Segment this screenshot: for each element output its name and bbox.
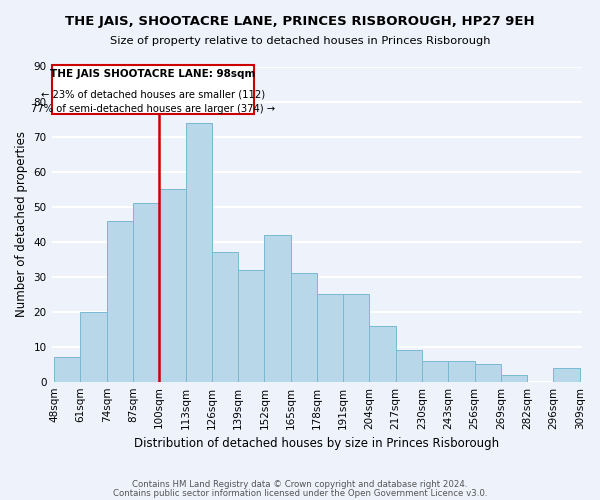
Y-axis label: Number of detached properties: Number of detached properties bbox=[15, 131, 28, 317]
Bar bbox=[343, 294, 370, 382]
Bar bbox=[159, 189, 185, 382]
Bar bbox=[422, 360, 448, 382]
Bar bbox=[317, 294, 343, 382]
Bar bbox=[212, 252, 238, 382]
Text: Contains public sector information licensed under the Open Government Licence v3: Contains public sector information licen… bbox=[113, 488, 487, 498]
Bar bbox=[475, 364, 501, 382]
Bar bbox=[290, 273, 317, 382]
Bar bbox=[501, 374, 527, 382]
Text: THE JAIS SHOOTACRE LANE: 98sqm: THE JAIS SHOOTACRE LANE: 98sqm bbox=[50, 69, 256, 79]
FancyBboxPatch shape bbox=[52, 64, 254, 114]
Text: Size of property relative to detached houses in Princes Risborough: Size of property relative to detached ho… bbox=[110, 36, 490, 46]
Bar bbox=[553, 368, 580, 382]
Bar bbox=[80, 312, 107, 382]
Text: 77% of semi-detached houses are larger (374) →: 77% of semi-detached houses are larger (… bbox=[31, 104, 275, 114]
Bar bbox=[133, 203, 159, 382]
Bar bbox=[448, 360, 475, 382]
Text: Contains HM Land Registry data © Crown copyright and database right 2024.: Contains HM Land Registry data © Crown c… bbox=[132, 480, 468, 489]
Bar bbox=[54, 357, 80, 382]
Bar bbox=[265, 234, 290, 382]
Bar bbox=[370, 326, 396, 382]
Bar bbox=[185, 122, 212, 382]
Text: THE JAIS, SHOOTACRE LANE, PRINCES RISBOROUGH, HP27 9EH: THE JAIS, SHOOTACRE LANE, PRINCES RISBOR… bbox=[65, 15, 535, 28]
Bar bbox=[238, 270, 265, 382]
X-axis label: Distribution of detached houses by size in Princes Risborough: Distribution of detached houses by size … bbox=[134, 437, 499, 450]
Text: ← 23% of detached houses are smaller (112): ← 23% of detached houses are smaller (11… bbox=[41, 90, 265, 100]
Bar bbox=[396, 350, 422, 382]
Bar bbox=[107, 220, 133, 382]
